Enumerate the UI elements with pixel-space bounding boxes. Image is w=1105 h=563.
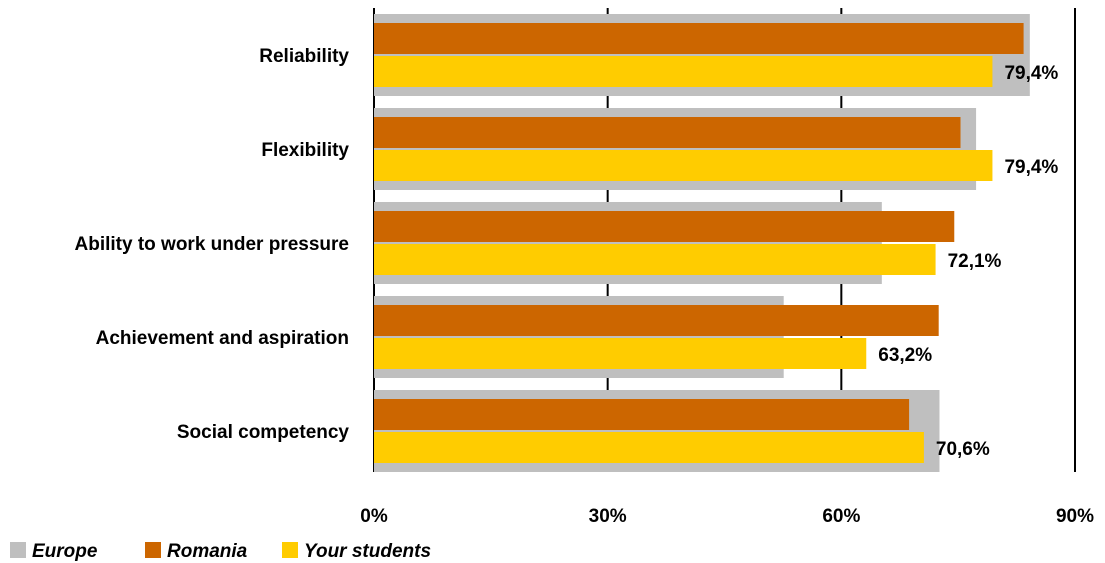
bar-your-students-1 bbox=[374, 150, 993, 181]
data-labels: 79,4% 79,4% 72,1% 63,2% 70,6% bbox=[878, 63, 1058, 460]
bar-your-students-4 bbox=[374, 432, 924, 463]
bar-your-students-0 bbox=[374, 56, 993, 87]
data-label-your-students: 79,4% bbox=[1004, 63, 1058, 84]
category-labels: Reliability Flexibility Ability to work un… bbox=[75, 46, 350, 443]
category-label: Ability to work under pressure bbox=[75, 234, 350, 255]
x-tick-label: 0% bbox=[360, 506, 388, 527]
legend-swatch-2 bbox=[282, 542, 298, 558]
data-label-your-students: 70,6% bbox=[936, 439, 990, 460]
bar-romania-4 bbox=[374, 399, 910, 430]
category-label: Social competency bbox=[177, 422, 350, 443]
x-tick-label: 30% bbox=[589, 506, 627, 527]
category-label: Reliability bbox=[259, 46, 349, 67]
bar-romania-3 bbox=[374, 305, 939, 336]
legend-label: Romania bbox=[167, 541, 248, 562]
legend: Europe Romania Your students bbox=[10, 541, 431, 562]
legend-label: Europe bbox=[32, 541, 98, 562]
bars bbox=[374, 14, 1030, 472]
legend-label: Your students bbox=[304, 541, 431, 562]
x-tick-label: 90% bbox=[1056, 506, 1094, 527]
x-tick-labels: 0% 30% 60% 90% bbox=[360, 506, 1094, 527]
category-label: Flexibility bbox=[261, 140, 349, 161]
data-label-your-students: 79,4% bbox=[1004, 157, 1058, 178]
data-label-your-students: 63,2% bbox=[878, 345, 932, 366]
bar-your-students-3 bbox=[374, 338, 867, 369]
bar-your-students-2 bbox=[374, 244, 936, 275]
legend-swatch-1 bbox=[145, 542, 161, 558]
category-label: Achievement and aspiration bbox=[96, 328, 349, 349]
data-label-your-students: 72,1% bbox=[948, 251, 1002, 272]
bar-romania-0 bbox=[374, 23, 1024, 54]
bar-romania-1 bbox=[374, 117, 961, 148]
bar-romania-2 bbox=[374, 211, 955, 242]
x-tick-label: 60% bbox=[822, 506, 860, 527]
legend-swatch-0 bbox=[10, 542, 26, 558]
